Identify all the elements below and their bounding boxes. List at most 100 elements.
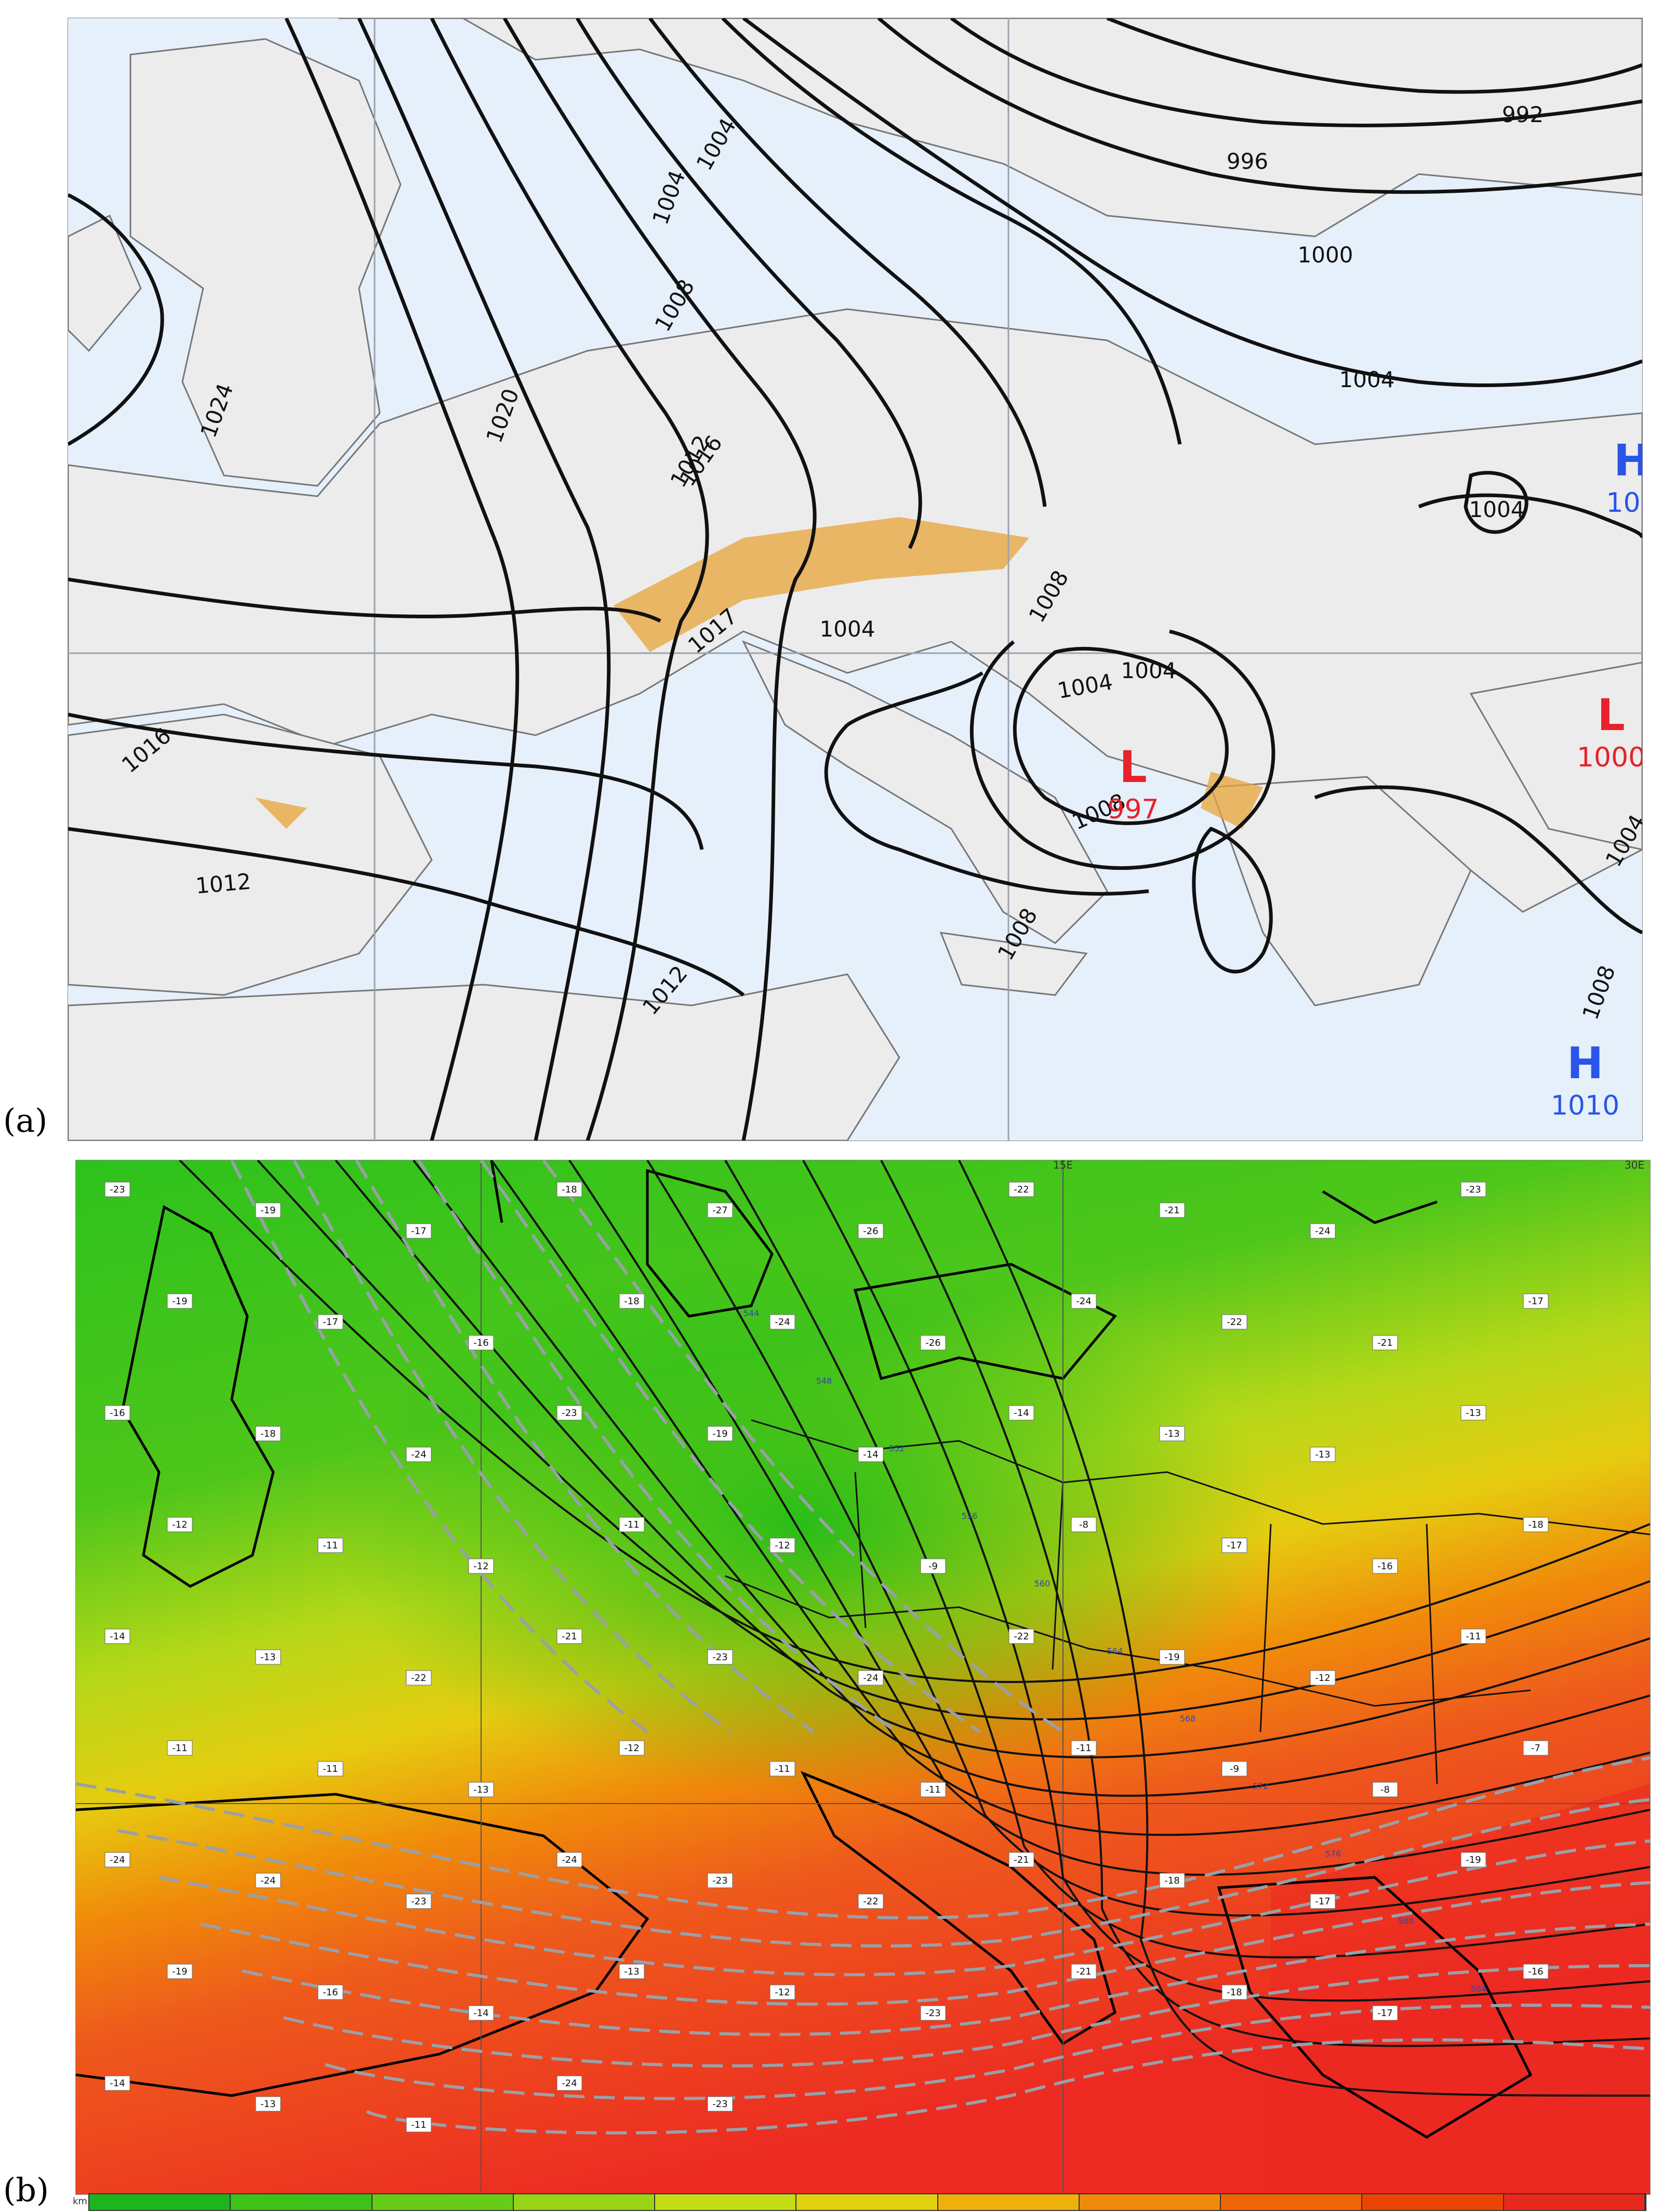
warm-region xyxy=(1271,1784,1650,2194)
temperature-label: -11 xyxy=(619,1517,645,1532)
isobar-line xyxy=(970,629,1275,870)
temperature-label-box xyxy=(556,2075,582,2091)
colorbar-segment xyxy=(655,2194,797,2210)
temperature-label-text: -16 xyxy=(323,1987,338,1998)
geopotential-contours xyxy=(179,1160,1650,2097)
geopotential-contour xyxy=(413,1160,1650,1797)
temperature-label-text: -8 xyxy=(1380,1784,1390,1795)
temperature-label-text: -17 xyxy=(1377,2008,1392,2019)
temperature-label: -16 xyxy=(468,1335,494,1350)
isobar-label: 1004 xyxy=(1121,658,1177,683)
temperature-label-box xyxy=(1372,1782,1398,1797)
temperature-label-box xyxy=(1310,1447,1336,1462)
misc-coast xyxy=(490,1160,1438,1224)
temperature-label: -12 xyxy=(167,1517,193,1532)
temperature-label-box xyxy=(707,2096,733,2112)
temperature-label-box xyxy=(1071,1293,1097,1309)
coastlines xyxy=(76,1160,1533,2139)
temperature-label-text: -17 xyxy=(323,1317,338,1328)
temperature-label-box xyxy=(1460,1405,1486,1421)
geopotential-label: 576 xyxy=(1325,1849,1341,1859)
temperature-contour xyxy=(325,2004,1650,2100)
temperature-label-text: -17 xyxy=(1528,1296,1543,1307)
temperature-label-box xyxy=(858,1893,884,1909)
temperature-label-text: -26 xyxy=(925,1337,940,1348)
isobar-line xyxy=(575,18,922,549)
geopotential-label: 572 xyxy=(1253,1781,1269,1791)
temperature-label: -27 xyxy=(707,1202,733,1218)
temperature-label-box xyxy=(858,1447,884,1462)
colorbar-segment xyxy=(513,2194,656,2210)
temperature-label: -24 xyxy=(1071,1293,1097,1309)
italy-coast xyxy=(800,1771,1116,2046)
temperature-label-text: -23 xyxy=(110,1184,125,1195)
temperature-label-box xyxy=(619,1964,645,1979)
temperature-label: -16 xyxy=(317,1984,343,2000)
temperature-label-text: -7 xyxy=(1531,1743,1540,1754)
temperature-label: -11 xyxy=(167,1740,193,1756)
temperature-label-text: -24 xyxy=(775,1317,790,1328)
colorbar-segment xyxy=(231,2194,373,2210)
temperature-label-box xyxy=(1071,1517,1097,1532)
temperature-label: -17 xyxy=(1523,1293,1549,1309)
isobar-line xyxy=(950,18,1642,127)
temperature-label-text: -12 xyxy=(473,1561,488,1572)
temperature-label: -19 xyxy=(1460,1852,1486,1867)
iberia-coast xyxy=(76,1793,649,2097)
sicily xyxy=(939,932,1088,996)
geopotential-label: 580 xyxy=(1398,1916,1414,1926)
temperature-label-text: -12 xyxy=(172,1519,187,1530)
temperature-label-text: -18 xyxy=(1227,1987,1242,1998)
scandinavia xyxy=(338,18,1642,237)
temperature-label: -19 xyxy=(255,1202,281,1218)
low-pressure-marker: L xyxy=(1119,741,1147,792)
high-pressure-marker: H xyxy=(1614,435,1642,486)
temperature-label-text: -22 xyxy=(1014,1184,1029,1195)
temperature-label-box xyxy=(468,1558,494,1574)
temperature-label-box xyxy=(707,1873,733,1888)
temperature-label-box xyxy=(556,1182,582,1197)
temperature-label-text: -19 xyxy=(1164,1652,1179,1663)
temperature-label: -11 xyxy=(1071,1740,1097,1756)
temperature-label-text: -17 xyxy=(1227,1540,1242,1551)
pressure-center-value: 100 xyxy=(1606,487,1642,519)
temperature-label-text: -23 xyxy=(925,2008,940,2019)
temperature-label-text: -17 xyxy=(1315,1896,1330,1907)
isobar-label: 1012 xyxy=(194,868,252,898)
temperature-label-text: -13 xyxy=(1315,1449,1330,1460)
temperature-label-text: -23 xyxy=(411,1896,426,1907)
temperature-label-text: -18 xyxy=(1528,1519,1543,1530)
temperature-label: -17 xyxy=(406,1223,432,1239)
geopotential-label: 560 xyxy=(1034,1579,1051,1588)
alps-shading xyxy=(614,517,1029,652)
temperature-label: -26 xyxy=(920,1335,946,1350)
temperature-label-text: -18 xyxy=(562,1184,577,1195)
isobar-line xyxy=(877,18,1642,194)
isobar-label: 1004 xyxy=(1339,367,1395,392)
temperature-label: -13 xyxy=(1460,1405,1486,1421)
temperature-label: -26 xyxy=(858,1223,884,1239)
low-pressure-marker: L xyxy=(1597,690,1625,740)
north-africa xyxy=(68,973,900,1141)
temperature-label-box xyxy=(468,2005,494,2021)
isobar-label: 1004 xyxy=(1469,497,1525,522)
temperature-label-box xyxy=(707,1426,733,1441)
temperature-contours xyxy=(76,1160,1650,2135)
temperature-label-text: -24 xyxy=(260,1875,275,1886)
isobar-label: 1004 xyxy=(820,616,875,642)
temperature-label: -22 xyxy=(1008,1628,1034,1644)
temperature-label: -24 xyxy=(858,1670,884,1686)
isobar-line xyxy=(284,18,520,1141)
temperature-label: -14 xyxy=(1008,1405,1034,1421)
colorbar-unit: km xyxy=(73,2196,87,2207)
temperature-contour xyxy=(480,1160,981,1733)
temperature-label: -18 xyxy=(619,1293,645,1309)
temperature-label-box xyxy=(556,1628,582,1644)
pressure-map-svg: 1004100410081012101610201024101710161012… xyxy=(68,18,1642,1141)
isobar-line xyxy=(648,18,1047,507)
temperature-label-text: -13 xyxy=(260,1652,275,1663)
temperature-label: -16 xyxy=(104,1405,130,1421)
temperature-label: -17 xyxy=(1310,1893,1336,1909)
colorbar-segment xyxy=(1362,2194,1504,2210)
temperature-label: -24 xyxy=(104,1852,130,1867)
